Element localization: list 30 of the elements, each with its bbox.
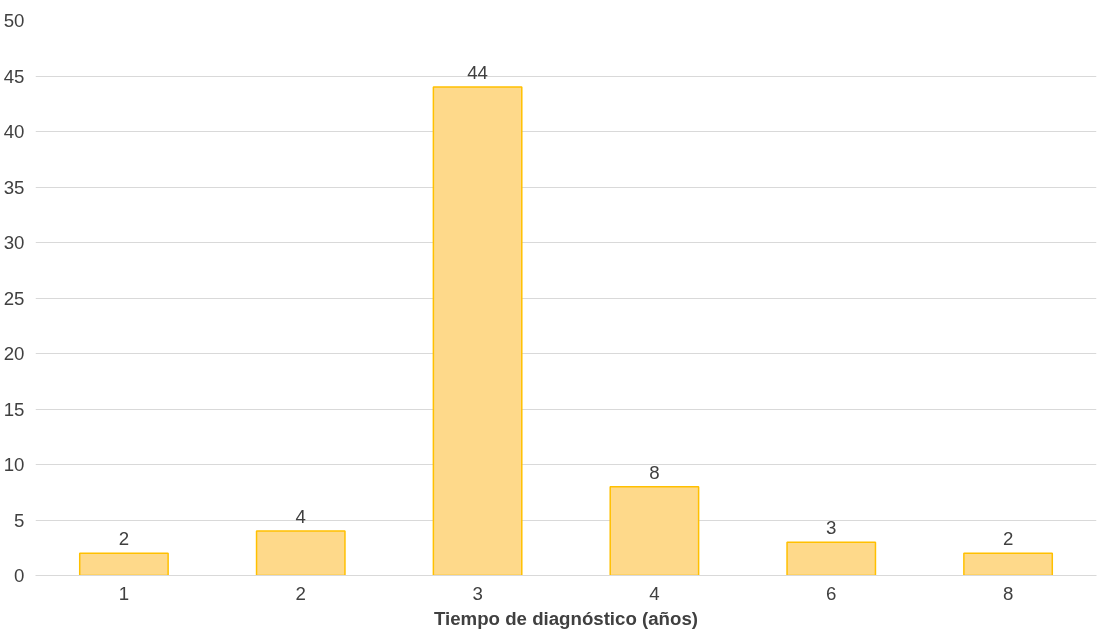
data-label: 2 xyxy=(1002,528,1014,550)
bar xyxy=(78,552,169,576)
x-tick-label: 1 xyxy=(118,582,130,604)
y-tick-label: 35 xyxy=(3,176,25,198)
data-label: 2 xyxy=(118,528,130,550)
x-tick-label: 2 xyxy=(295,582,306,604)
y-tick-label: 50 xyxy=(3,10,25,31)
data-label: 44 xyxy=(467,62,488,84)
data-label: 4 xyxy=(295,506,306,528)
y-tick-label: 25 xyxy=(3,287,25,309)
y-tick-label: 45 xyxy=(3,65,25,87)
y-tick-label: 0 xyxy=(14,565,25,586)
y-tick-label: 10 xyxy=(3,454,25,475)
x-tick-label: 8 xyxy=(1002,582,1014,604)
x-tick-label: 3 xyxy=(472,582,483,604)
data-label: 3 xyxy=(826,517,837,539)
y-tick-label: 20 xyxy=(3,343,25,364)
x-tick-label: 4 xyxy=(649,582,660,604)
y-tick-label: 15 xyxy=(3,398,25,420)
bar xyxy=(963,552,1054,576)
bar xyxy=(432,86,523,576)
y-tick-label: 30 xyxy=(3,232,25,253)
y-tick-label: 5 xyxy=(14,509,25,531)
data-label: 8 xyxy=(649,461,660,483)
x-tick-label: 6 xyxy=(826,582,837,604)
bar xyxy=(255,530,346,576)
bar xyxy=(786,541,877,576)
x-axis-title: Tiempo de diagnóstico (años) xyxy=(434,607,698,629)
bar xyxy=(609,485,700,576)
y-tick-label: 40 xyxy=(3,121,25,142)
